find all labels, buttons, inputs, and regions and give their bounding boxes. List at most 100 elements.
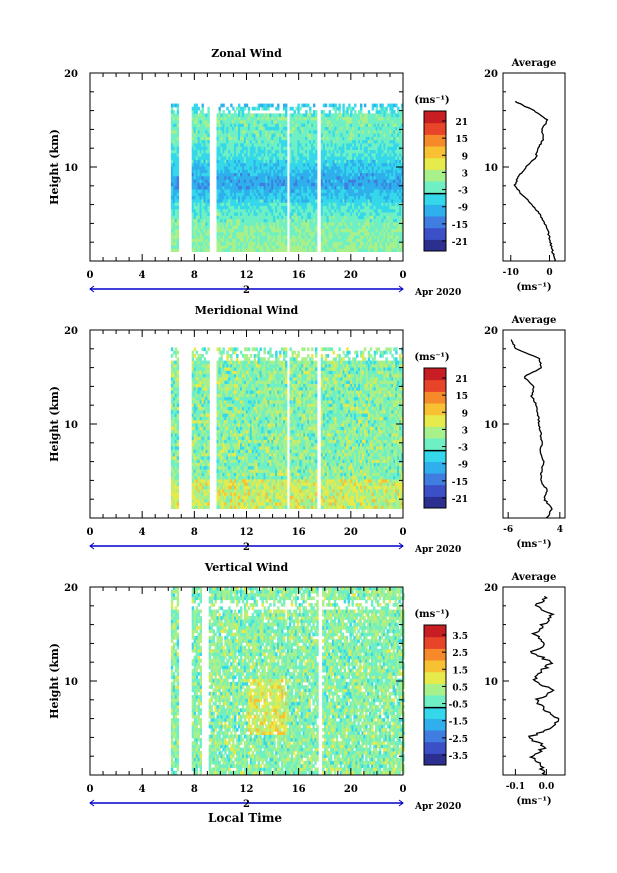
heatmap-cell (247, 172, 251, 177)
heatmap-cell (222, 162, 225, 167)
heatmap-cell (218, 192, 221, 197)
heatmap-cell (176, 363, 180, 368)
heatmap-cell (253, 129, 257, 134)
heatmap-cell (243, 208, 247, 213)
heatmap-cell (285, 179, 288, 183)
heatmap-cell (255, 235, 258, 239)
heatmap-cell (176, 179, 180, 183)
heatmap-cell (228, 189, 231, 193)
heatmap-cell (253, 116, 257, 121)
heatmap-cell (203, 189, 206, 193)
heatmap-cell (176, 192, 180, 197)
heatmap-cell (234, 123, 237, 127)
heatmap-cell (238, 212, 241, 216)
heatmap-cell (172, 159, 176, 164)
heatmap-cell (174, 146, 178, 150)
heatmap-cell (201, 218, 204, 223)
heatmap-cell (240, 120, 243, 124)
heatmap-cell (228, 215, 231, 220)
colorbar-swatch (424, 192, 446, 205)
heatmap-cell (247, 166, 251, 170)
heatmap-cell (174, 143, 178, 147)
heatmap-cell (315, 225, 318, 229)
heatmap-cell (224, 123, 227, 127)
heatmap-cell (247, 126, 251, 131)
heatmap-cell (174, 113, 178, 118)
heatmap-cell (232, 149, 235, 154)
heatmap-cell (236, 205, 239, 210)
heatmap-cell (328, 110, 332, 114)
heatmap-cell (174, 192, 178, 197)
heatmap-cell (241, 129, 245, 134)
heatmap-cell (228, 245, 231, 249)
heatmap-cell (220, 169, 223, 174)
heatmap-cell (236, 248, 239, 252)
heatmap-cell (199, 205, 202, 210)
heatmap-cell (220, 146, 223, 150)
heatmap-cell (285, 136, 288, 141)
heatmap-cell (176, 456, 180, 460)
heatmap-cell (170, 143, 174, 147)
heatmap-cell (251, 208, 255, 213)
heatmap-cell (249, 189, 253, 193)
heatmap-cell (172, 245, 176, 249)
heatmap-cell (176, 488, 180, 493)
heatmap-cell (245, 199, 249, 203)
panel-title: Meridional Wind (195, 304, 299, 317)
heatmap-cell (207, 120, 210, 124)
heatmap-cell (236, 185, 239, 190)
heatmap-cell (222, 149, 225, 154)
heatmap-cell (234, 110, 237, 114)
heatmap-cell (240, 185, 243, 190)
heatmap-cell (201, 225, 204, 229)
heatmap-cell (228, 169, 231, 174)
heatmap-cell (226, 106, 229, 111)
heatmap-cell (197, 215, 200, 220)
heatmap-cell (205, 152, 208, 157)
heatmap-cell (195, 189, 198, 193)
heatmap-cell (193, 205, 197, 210)
heatmap-cell (216, 169, 219, 174)
heatmap-cell (222, 208, 225, 213)
heatmap-cell (222, 172, 225, 177)
heatmap-cell (207, 146, 210, 150)
heatmap-cell (207, 228, 210, 233)
heatmap-cell (230, 175, 233, 180)
heatmap-cell (247, 136, 251, 141)
heatmap-cell (199, 162, 202, 167)
heatmap-cell (199, 110, 202, 114)
heatmap-cell (220, 172, 223, 177)
heatmap-cell (216, 212, 219, 216)
heatmap-cell (174, 152, 178, 157)
heatmap-cell (322, 110, 326, 114)
heatmap-cell (174, 182, 178, 187)
heatmap-cell (245, 231, 249, 236)
heatmap-cell (224, 185, 227, 190)
heatmap-cell (195, 245, 198, 249)
heatmap-cell (216, 248, 219, 252)
heatmap-cell (195, 195, 198, 200)
heatmap-cell (224, 143, 227, 147)
heatmap-cell (174, 156, 178, 160)
heatmap-cell (201, 241, 204, 246)
heatmap-cell (315, 120, 318, 124)
heatmap-cell (203, 179, 206, 183)
heatmap-cell (195, 123, 198, 127)
heatmap-cell (199, 159, 202, 164)
heatmap-cell (285, 185, 288, 190)
heatmap-cell (245, 215, 249, 220)
heatmap-cell (191, 215, 195, 220)
heatmap-cell (205, 126, 208, 131)
heatmap-cell (170, 231, 174, 236)
heatmap-cell (228, 123, 231, 127)
heatmap-cell (226, 136, 229, 141)
heatmap-cell (172, 185, 176, 190)
heatmap-cell (193, 139, 197, 144)
heatmap-cell (230, 199, 233, 203)
heatmap-cell (241, 248, 245, 252)
heatmap-cell (224, 113, 227, 118)
heatmap-cell (201, 212, 204, 216)
heatmap-cell (172, 156, 176, 160)
heatmap-cell (249, 169, 253, 174)
heatmap-cell (226, 146, 229, 150)
